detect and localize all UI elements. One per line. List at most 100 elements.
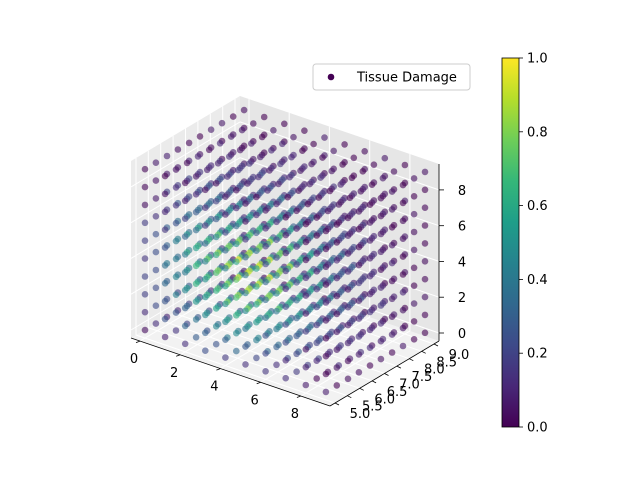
data-point [322,245,330,253]
data-point [268,147,275,154]
data-point [273,325,280,333]
data-point [202,329,209,337]
data-point [344,375,352,383]
data-point [192,173,200,180]
y-tick-label: 7.5 [412,370,433,385]
data-point [222,229,229,236]
data-point [141,255,149,262]
data-point [282,267,290,275]
x-tick-label: 0 [130,352,138,367]
gridline-z-left [130,264,241,331]
data-point [410,175,418,182]
data-point [341,141,348,148]
data-point [255,173,262,181]
data-point [410,300,418,307]
data-point [279,140,286,148]
data-point [304,200,312,208]
data-point [293,368,300,376]
data-point [293,296,300,304]
data-point [192,262,200,270]
data-point [366,344,374,352]
data-point [390,168,398,175]
data-point [152,248,160,256]
data-point [328,167,336,175]
data-point [333,257,341,264]
data-point [192,280,200,288]
z-tick-label: 0 [458,327,466,342]
data-point [410,282,418,290]
x-tick-label: 2 [170,366,178,381]
data-point [141,165,149,173]
data-point [355,315,363,322]
data-point [326,187,334,195]
data-point [152,320,160,327]
data-point [273,254,280,261]
data-point [337,181,345,188]
data-point [321,134,328,141]
data-point [355,351,363,358]
data-point [313,232,321,239]
data-point [141,201,149,209]
data-point [302,328,310,335]
data-point [250,120,257,127]
data-point [295,187,302,194]
data-point [366,362,374,369]
data-point [202,222,209,229]
data-point [181,304,189,312]
data-point [161,190,169,198]
legend-label: Tissue Damage [356,71,457,86]
data-point [322,317,330,324]
data-point [273,236,280,243]
data-point [355,261,363,269]
data-point [319,154,326,161]
data-point [366,290,374,298]
data-point [172,327,180,334]
data-point [266,167,273,174]
data-point [310,140,317,148]
data-point [222,193,229,200]
data-point [293,350,300,358]
data-point [181,197,189,205]
data-point [377,212,385,220]
data-point [202,293,209,301]
data-point [322,352,330,360]
data-point [377,194,385,202]
data-point [161,226,169,233]
colorbar-tick-label: 0.8 [527,125,548,140]
data-point [399,217,407,225]
data-point [161,297,169,305]
data-point [281,120,288,128]
data-point [381,154,389,162]
data-point [366,308,374,316]
y-tick-label: 9.0 [449,348,470,363]
y-tick-mark [347,395,352,399]
data-point [282,374,290,382]
data-point [212,340,220,348]
data-point [282,321,290,328]
data-point [141,326,149,334]
data-point [333,328,341,336]
data-point [333,274,341,282]
data-point [377,320,385,327]
data-point [313,303,321,311]
data-point [399,289,407,296]
data-point [253,193,260,201]
data-point [399,235,407,242]
data-point [202,347,209,355]
colorbar-tick-label: 0.4 [527,273,548,288]
data-point [275,180,282,188]
data-point [302,274,310,282]
data-point [233,329,240,337]
data-point [377,337,385,345]
data-point [350,154,358,162]
data-point [410,318,418,325]
data-point [388,331,396,338]
data-point [344,357,352,365]
data-point [313,285,321,293]
data-point [293,225,300,232]
data-point [355,369,363,376]
data-point [233,222,240,230]
data-point [141,183,149,191]
data-point [161,244,169,251]
